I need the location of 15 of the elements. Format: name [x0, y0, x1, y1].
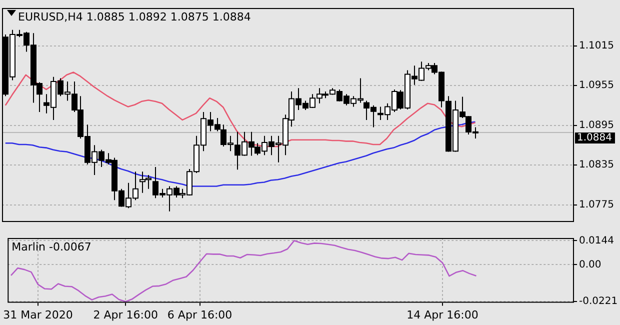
y-tick-label: 0.0144 — [579, 235, 614, 246]
ref-line-label: 1.0884 — [577, 132, 612, 144]
y-tick-label: 1.0955 — [579, 80, 614, 92]
y-tick-label: -0.0221 — [579, 296, 618, 308]
x-tick-label: 14 Apr 16:00 — [406, 308, 478, 322]
y-tick-label: 1.0835 — [579, 160, 614, 171]
y-tick-label: 0.00 — [579, 259, 602, 270]
y-tick-label: 1.0775 — [579, 199, 614, 210]
x-tick-label: 6 Apr 16:00 — [167, 308, 232, 322]
chart-title: EURUSD,H4 1.0885 1.0892 1.0875 1.0884 — [18, 10, 251, 24]
x-tick-label: 31 Mar 2020 — [3, 308, 73, 322]
x-tick-label: 2 Apr 16:00 — [93, 308, 158, 322]
chart-title: Marlin -0.0067 — [12, 240, 92, 254]
y-tick-label: 1.1015 — [579, 40, 614, 52]
y-tick-label: 1.0895 — [579, 120, 614, 131]
